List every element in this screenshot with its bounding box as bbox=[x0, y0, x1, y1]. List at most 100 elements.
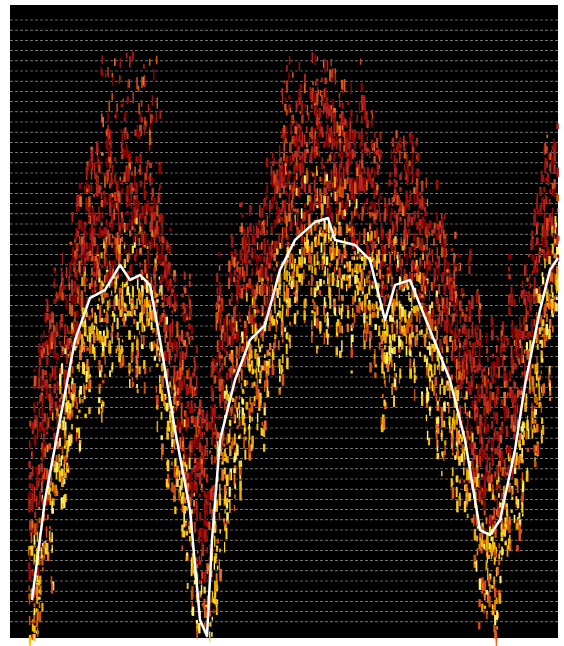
echo-speck bbox=[429, 220, 431, 228]
echo-speck bbox=[49, 411, 51, 415]
echo-speck bbox=[186, 506, 188, 510]
echo-speck bbox=[491, 439, 493, 448]
echo-speck bbox=[336, 168, 337, 179]
echo-speck bbox=[258, 338, 259, 347]
echo-speck bbox=[352, 296, 354, 305]
echo-speck bbox=[104, 253, 105, 261]
echo-speck bbox=[219, 284, 222, 295]
echo-speck bbox=[104, 197, 106, 203]
echo-speck bbox=[371, 252, 373, 260]
echo-speck bbox=[186, 552, 188, 556]
echo-speck bbox=[443, 305, 445, 313]
echo-speck bbox=[396, 158, 398, 162]
echo-speck bbox=[456, 298, 458, 306]
echo-speck bbox=[174, 338, 176, 349]
echo-speck bbox=[226, 314, 228, 325]
echo-speck bbox=[223, 332, 226, 342]
echo-speck bbox=[331, 193, 332, 197]
echo-speck bbox=[476, 409, 478, 413]
echo-speck bbox=[354, 290, 356, 302]
echo-speck bbox=[161, 296, 162, 299]
echo-speck bbox=[64, 422, 66, 431]
echo-speck bbox=[227, 433, 228, 438]
echo-speck bbox=[499, 435, 502, 443]
echo-speck bbox=[47, 313, 49, 320]
echo-speck bbox=[157, 421, 158, 432]
echo-speck bbox=[364, 177, 366, 185]
echo-speck bbox=[56, 353, 59, 360]
echo-speck bbox=[129, 230, 131, 236]
echo-speck bbox=[374, 372, 377, 378]
echo-speck bbox=[151, 196, 153, 200]
echo-speck bbox=[31, 520, 33, 528]
echo-speck bbox=[306, 171, 308, 183]
echo-speck bbox=[374, 354, 376, 359]
echo-speck bbox=[396, 251, 398, 255]
echo-speck bbox=[367, 232, 369, 241]
echo-speck bbox=[429, 314, 431, 325]
echo-speck bbox=[182, 351, 184, 359]
echo-speck bbox=[493, 366, 495, 377]
echo-speck bbox=[81, 298, 84, 308]
echo-speck bbox=[158, 164, 161, 174]
echo-speck bbox=[148, 312, 151, 317]
echo-speck bbox=[351, 350, 353, 355]
echo-speck bbox=[56, 411, 58, 415]
echo-speck bbox=[494, 615, 496, 625]
echo-speck bbox=[398, 336, 400, 347]
echo-speck bbox=[241, 223, 242, 234]
echo-speck bbox=[81, 399, 83, 403]
echo-speck bbox=[102, 294, 104, 304]
echo-speck bbox=[357, 275, 358, 282]
echo-speck bbox=[384, 345, 386, 350]
echo-speck bbox=[136, 249, 138, 256]
echo-speck bbox=[284, 268, 285, 272]
echo-speck bbox=[336, 207, 338, 214]
echo-speck bbox=[391, 363, 393, 367]
echo-speck bbox=[427, 199, 428, 206]
echo-speck bbox=[71, 409, 73, 416]
echo-speck bbox=[67, 401, 69, 406]
echo-speck bbox=[386, 285, 388, 290]
echo-speck bbox=[444, 214, 446, 220]
echo-speck bbox=[134, 305, 136, 309]
echo-speck bbox=[92, 230, 94, 241]
echo-speck bbox=[151, 230, 153, 237]
echo-speck bbox=[31, 527, 33, 530]
echo-speck bbox=[311, 242, 313, 253]
echo-speck bbox=[169, 357, 171, 364]
echo-speck bbox=[71, 279, 72, 291]
echo-speck bbox=[104, 336, 106, 346]
echo-speck bbox=[389, 214, 392, 223]
echo-speck bbox=[466, 329, 468, 341]
echo-speck bbox=[164, 261, 166, 272]
echo-speck bbox=[446, 297, 448, 308]
echo-speck bbox=[484, 581, 487, 591]
echo-speck bbox=[348, 228, 351, 231]
echo-speck bbox=[59, 384, 61, 394]
echo-speck bbox=[198, 536, 199, 543]
echo-speck bbox=[399, 265, 400, 270]
echo-speck bbox=[46, 431, 48, 434]
echo-speck bbox=[64, 473, 67, 478]
echo-speck bbox=[474, 395, 476, 399]
echo-speck bbox=[486, 333, 488, 343]
echo-speck bbox=[54, 332, 56, 343]
echo-speck bbox=[38, 507, 40, 510]
echo-speck bbox=[339, 308, 341, 315]
echo-speck bbox=[488, 437, 490, 444]
echo-speck bbox=[134, 166, 136, 176]
echo-speck bbox=[396, 192, 397, 197]
echo-speck bbox=[379, 207, 380, 214]
echo-speck bbox=[126, 133, 128, 139]
echo-speck bbox=[441, 433, 443, 437]
echo-speck bbox=[421, 183, 423, 192]
echo-speck bbox=[288, 298, 291, 308]
echo-speck bbox=[244, 450, 246, 460]
echo-speck bbox=[63, 285, 65, 289]
echo-speck bbox=[226, 351, 228, 356]
echo-speck bbox=[406, 346, 408, 355]
echo-speck bbox=[203, 587, 205, 594]
echo-speck bbox=[161, 376, 164, 385]
echo-speck bbox=[428, 392, 429, 400]
